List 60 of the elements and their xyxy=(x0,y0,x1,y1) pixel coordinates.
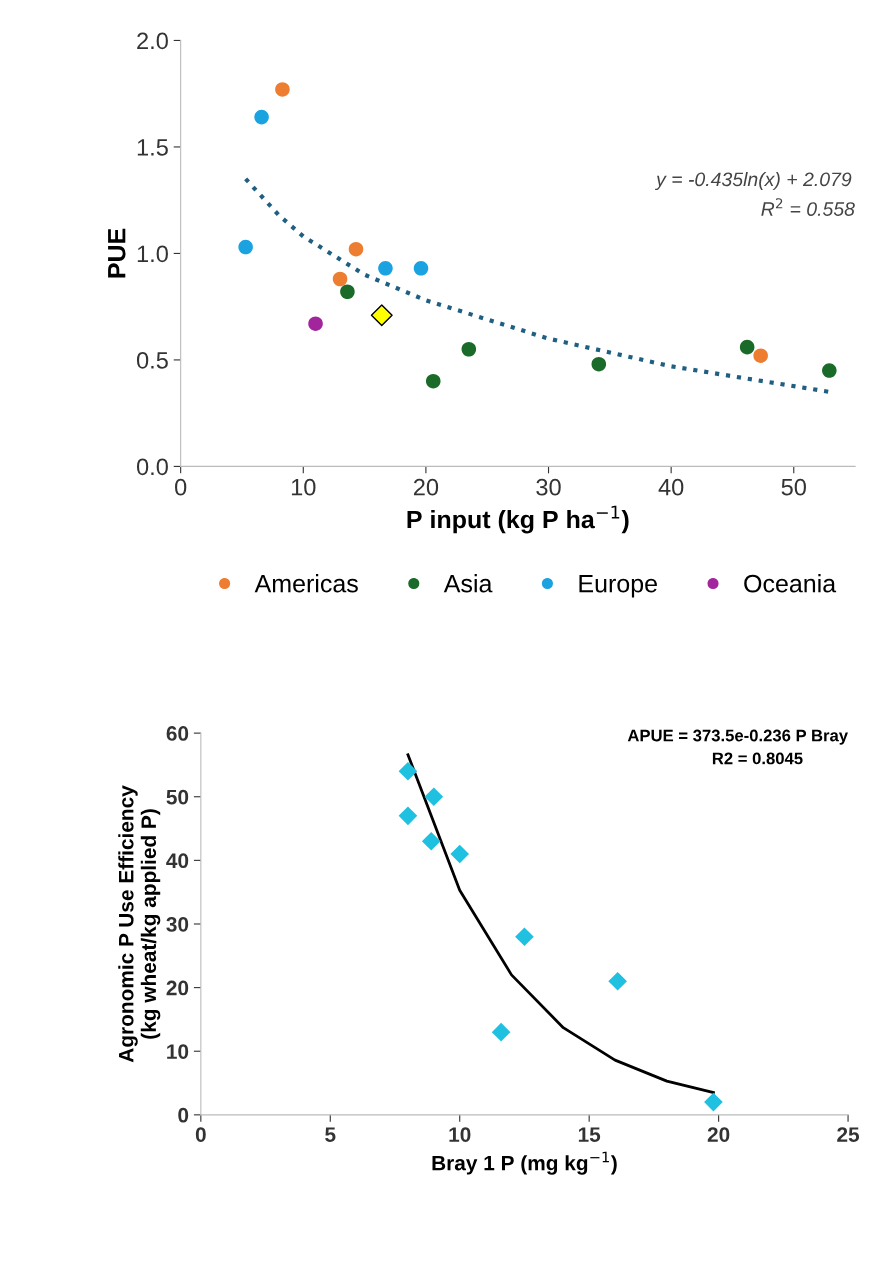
y-tick-label: 60 xyxy=(166,726,189,741)
x-tick-label: 20 xyxy=(707,1127,730,1142)
legend-label: Europe xyxy=(579,575,657,598)
y-tick-label: 1.5 xyxy=(137,139,168,156)
x-tick-label: 0 xyxy=(195,1127,206,1142)
x-tick-label: 15 xyxy=(578,1127,601,1142)
point xyxy=(332,271,348,287)
point xyxy=(398,806,418,826)
y-tick-label: 1.0 xyxy=(137,245,168,263)
point xyxy=(398,761,418,781)
x-tick-label: 50 xyxy=(781,478,806,496)
point xyxy=(591,356,607,372)
x-axis-title: Bray 1 P (mg kg$^{−1}$) xyxy=(432,1151,617,1175)
y-tick-label: 30 xyxy=(166,916,189,932)
point xyxy=(254,109,269,125)
point xyxy=(704,1092,723,1112)
point xyxy=(515,927,534,947)
point xyxy=(421,831,441,851)
point xyxy=(822,363,837,378)
y-tick-label: 0.5 xyxy=(136,351,168,369)
x-tick-label: 30 xyxy=(536,478,561,496)
y-axis-title: PUE xyxy=(108,228,126,278)
annotation: APUE = 373.5e-0.236 P Bray xyxy=(627,729,848,745)
x-tick-label: 10 xyxy=(291,478,316,496)
point xyxy=(424,787,444,807)
point xyxy=(739,339,755,355)
point xyxy=(425,373,441,389)
y-tick-label: 2.0 xyxy=(137,32,168,50)
point xyxy=(450,844,470,864)
point xyxy=(608,971,627,991)
y-tick-label: 0 xyxy=(178,1107,189,1123)
annotation: y = -0.435ln(x) + 2.079 xyxy=(654,171,852,191)
point xyxy=(378,261,393,276)
point xyxy=(413,261,429,276)
point xyxy=(461,341,477,357)
point xyxy=(308,316,323,331)
point xyxy=(340,284,355,300)
point xyxy=(370,304,393,327)
y-tick-label: 50 xyxy=(166,789,189,805)
point xyxy=(753,348,768,363)
x-tick-label: 25 xyxy=(837,1127,860,1142)
y-tick-label: 40 xyxy=(166,853,189,869)
x-tick-label: 10 xyxy=(449,1127,471,1142)
point xyxy=(275,82,290,97)
y-axis-title: Agronomic P Use Efficiency (kg wheat/kg applied P) xyxy=(118,785,161,1063)
x-axis-title: P input (kg P ha$^{−1}$) xyxy=(407,505,629,534)
y-tick-label: 10 xyxy=(167,1044,189,1059)
x-tick-label: 20 xyxy=(413,478,439,496)
legend-label: Oceania xyxy=(744,574,837,593)
point xyxy=(348,241,364,257)
y-tick-label: 0.0 xyxy=(136,458,168,476)
x-tick-label: 5 xyxy=(325,1127,336,1142)
point xyxy=(238,239,253,255)
legend-label: Asia xyxy=(443,574,493,593)
annotation: R$^{2}$ = 0.558 xyxy=(761,198,855,216)
y-tick-label: 20 xyxy=(166,980,189,996)
point xyxy=(491,1022,511,1042)
legend-label: Americas xyxy=(254,574,358,593)
annotation: R2 = 0.8045 xyxy=(712,752,803,765)
x-tick-label: 40 xyxy=(658,478,684,496)
